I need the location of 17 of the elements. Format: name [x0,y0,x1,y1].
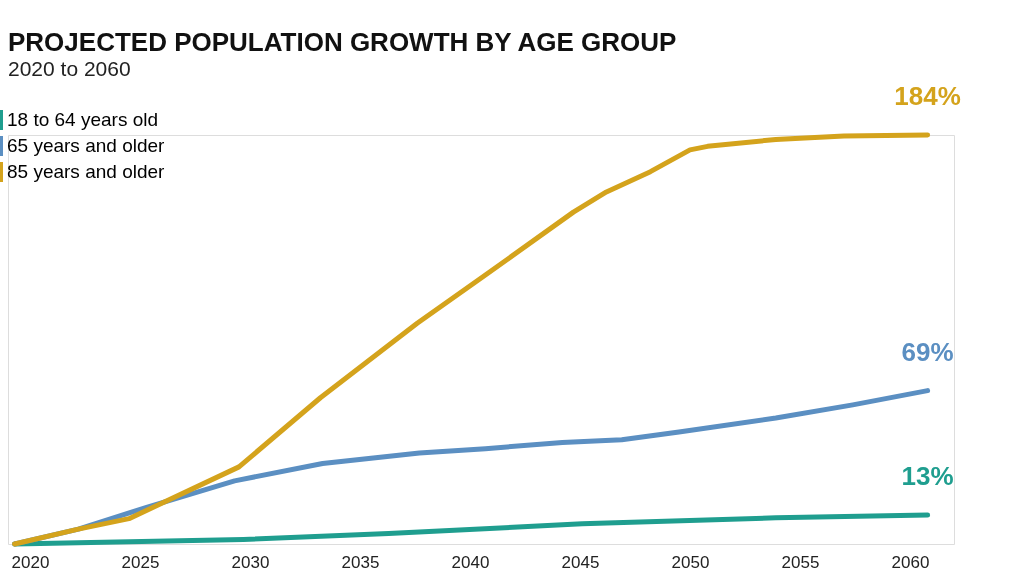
x-tick-label: 2030 [231,552,270,572]
data-label: 184% [894,81,961,111]
x-tick-label: 2035 [341,552,380,572]
x-tick-label: 2050 [671,552,710,572]
x-tick-label: 2020 [11,552,50,572]
x-tick-label: 2055 [781,552,820,572]
x-tick-label: 2025 [121,552,160,572]
legend-label: 85 years and older [7,161,166,182]
x-tick-label: 2040 [451,552,490,572]
x-tick-label: 2045 [561,552,600,572]
data-label: 13% [901,461,954,492]
legend-label: 65 years and older [7,135,166,156]
x-tick-label: 2060 [891,552,930,572]
chart-title: PROJECTED POPULATION GROWTH BY AGE GROUP [8,27,677,57]
data-label: 69% [901,336,954,367]
legend-label: 18 to 64 years old [7,109,159,130]
chart-subtitle: 2020 to 2060 [8,57,131,80]
